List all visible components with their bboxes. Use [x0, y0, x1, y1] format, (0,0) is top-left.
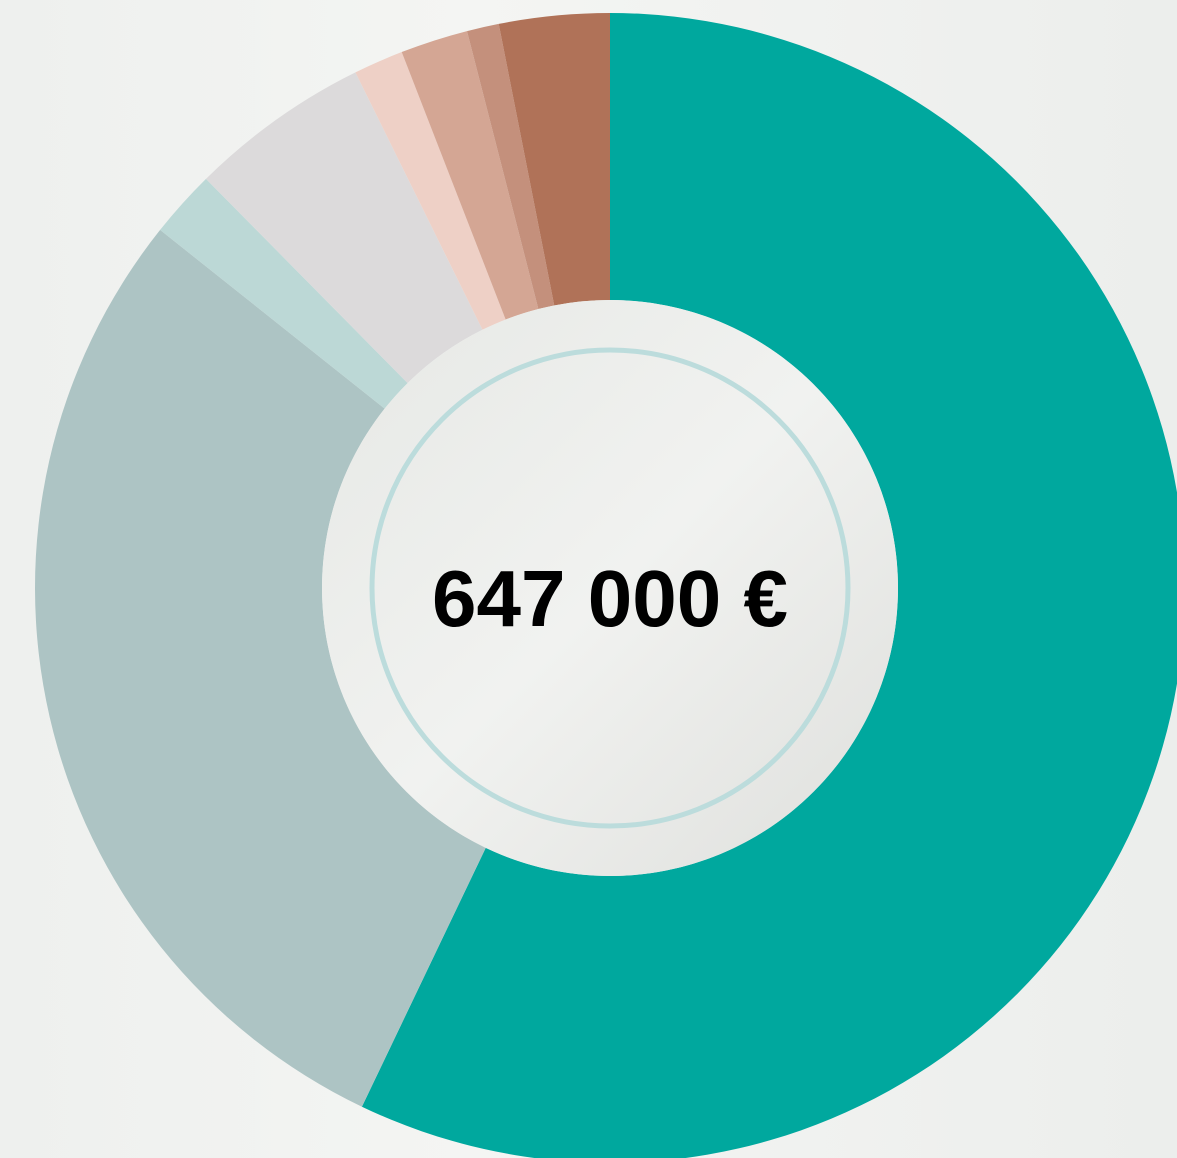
- slice: [355, 52, 506, 330]
- center-label: 647 000 €: [432, 554, 788, 643]
- slice: [361, 13, 1177, 1158]
- slice: [205, 72, 483, 384]
- slice: [498, 12, 610, 306]
- inner-ring: [369, 347, 851, 829]
- slice: [35, 229, 486, 1107]
- slice: [160, 178, 408, 409]
- slice: [401, 31, 539, 320]
- slice: [467, 23, 555, 310]
- donut-hole: [322, 300, 898, 876]
- slices: [35, 12, 1177, 1158]
